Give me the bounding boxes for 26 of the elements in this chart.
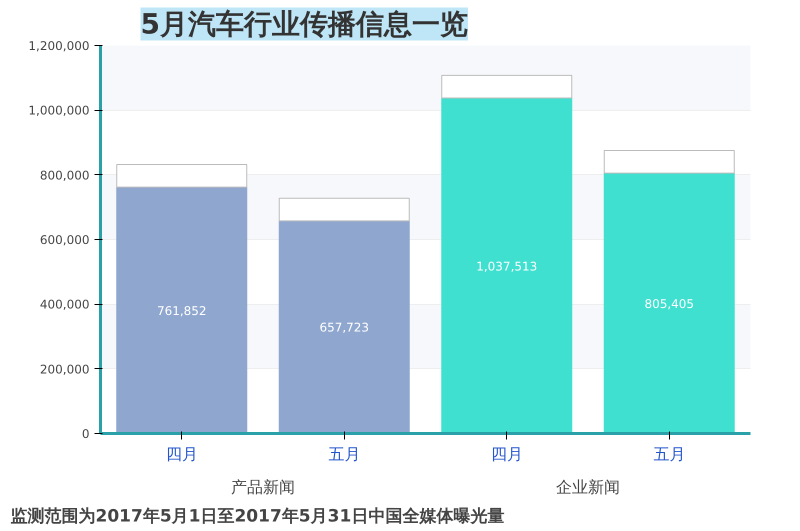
y-tick-label: 200,000	[40, 362, 90, 376]
y-tick-label: 400,000	[40, 298, 90, 312]
bar	[441, 98, 572, 434]
y-tick-label: 600,000	[40, 233, 90, 247]
y-tick-label: 1,200,000	[28, 39, 90, 53]
text: 企业新闻	[556, 478, 620, 496]
data-label: 657,723	[319, 320, 370, 335]
text: 产品新闻	[231, 478, 295, 496]
chart-title: 5月汽车行业传播信息一览	[140, 8, 468, 40]
x-tick-label: 四月	[490, 444, 523, 464]
y-tick-label: 800,000	[40, 168, 90, 182]
data-label: 761,852	[156, 304, 207, 318]
x-tick-label: 五月	[328, 444, 360, 464]
y-tick-label: 0	[82, 427, 90, 441]
data-label: 805,405	[644, 296, 694, 311]
x-tick-label: 五月	[653, 444, 686, 464]
bar	[116, 186, 248, 434]
x-tick-label: 四月	[166, 444, 198, 464]
bar	[278, 198, 410, 222]
bar	[441, 74, 572, 99]
data-label: 1,037,513	[476, 259, 538, 274]
text: 监测范围为2017年5月1日至2017年5月31日中国全媒体曝光量	[10, 506, 504, 526]
bar	[604, 172, 735, 434]
bar	[278, 220, 410, 434]
bar	[604, 150, 735, 174]
y-tick-label: 1,000,000	[28, 104, 90, 118]
